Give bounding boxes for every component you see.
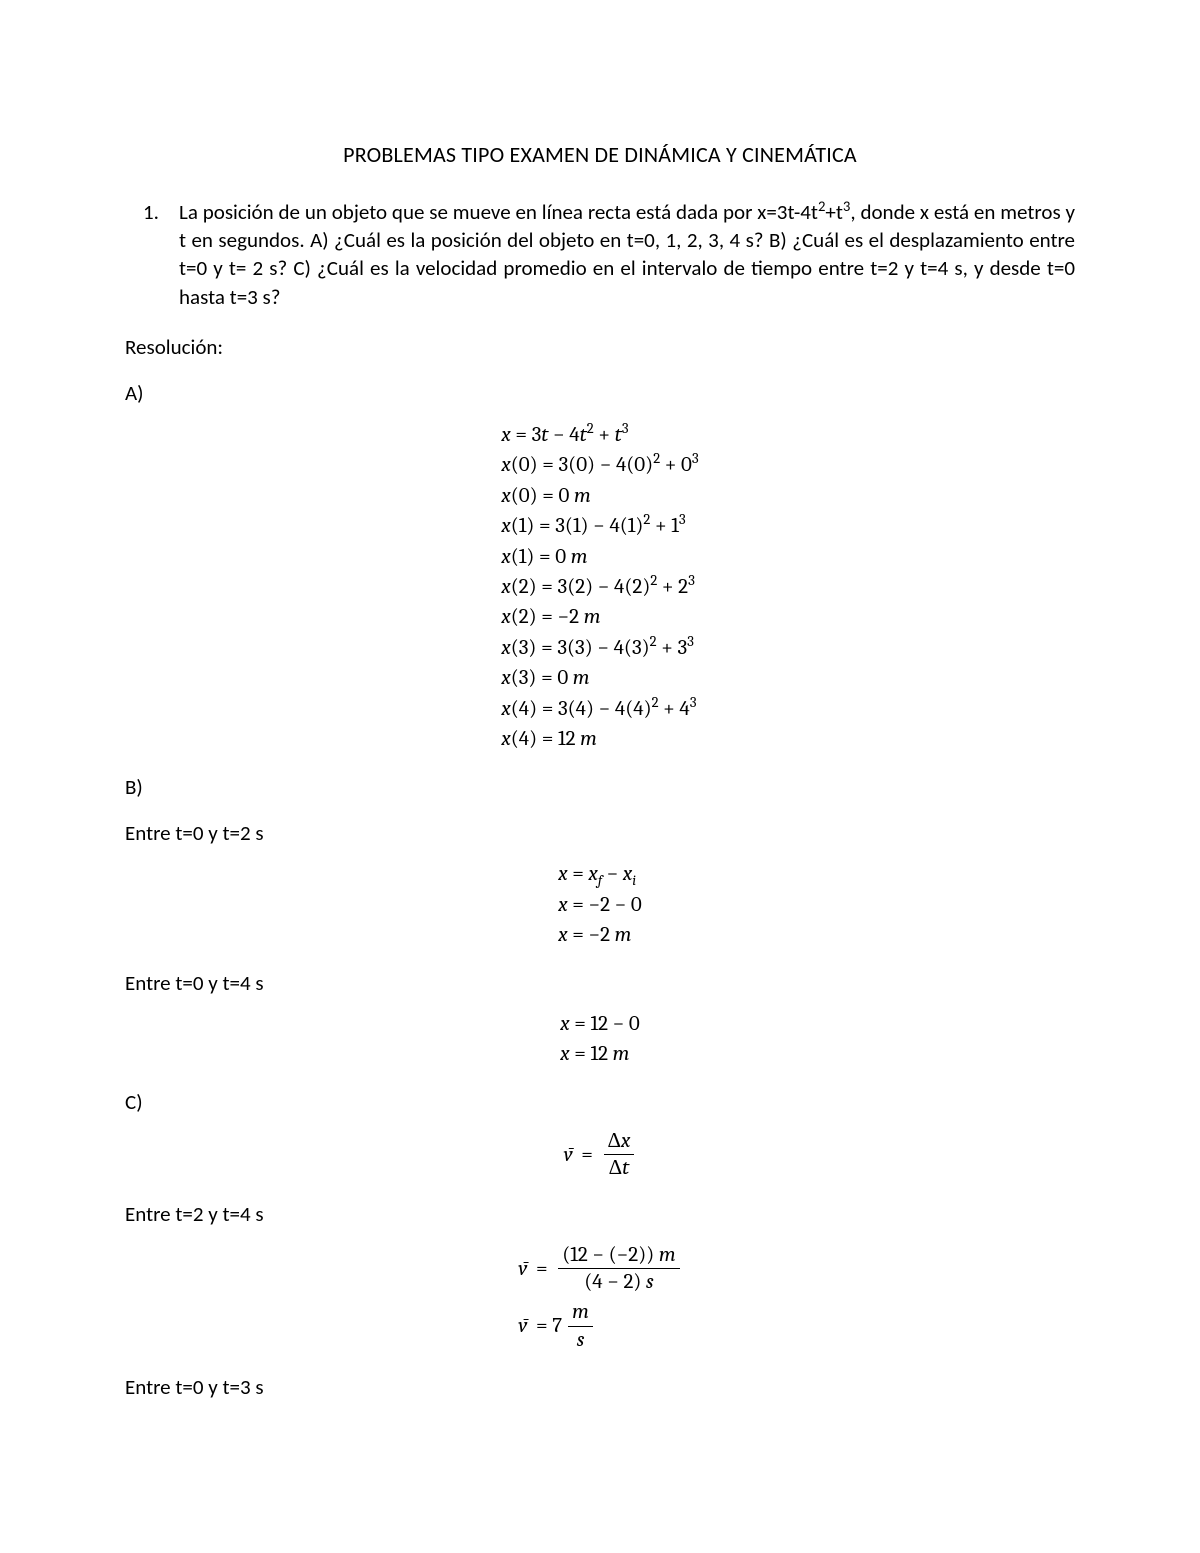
problem-statement: 1. La posición de un objeto que se mueve… <box>125 198 1075 311</box>
b-interval-0-2: Entre t=0 y t=2 s <box>125 819 1075 847</box>
page-title: PROBLEMAS TIPO EXAMEN DE DINÁMICA Y CINE… <box>125 140 1075 170</box>
section-a-label: A) <box>125 379 1075 407</box>
math-block-c-calc: v̄ = (12 − (−2)) m (4 − 2) s v̄ = 7 m s <box>518 1240 681 1355</box>
b-interval-0-4: Entre t=0 y t=4 s <box>125 969 1075 997</box>
section-c-label: C) <box>125 1088 1075 1116</box>
problem-line-1a: La posición de un objeto que se mueve en… <box>179 199 818 225</box>
math-block-b2: x = 12 − 0 x = 12 m <box>560 1009 640 1070</box>
c-interval-2-4: Entre t=2 y t=4 s <box>125 1200 1075 1228</box>
resolution-label: Resolución: <box>125 333 1075 361</box>
problem-number: 1. <box>143 198 159 226</box>
math-block-c-def: v̄ = Δx Δt <box>564 1128 637 1182</box>
math-block-b1: x = xf − xi x = −2 − 0 x = −2 m <box>558 859 642 950</box>
c-interval-0-3: Entre t=0 y t=3 s <box>125 1373 1075 1401</box>
math-block-a: x = 3t − 4t2 + t3 x(0) = 3(0) − 4(0)2 + … <box>501 420 698 755</box>
section-b-label: B) <box>125 773 1075 801</box>
problem-line-1b: +t <box>825 199 843 225</box>
problem-line-1c: , <box>850 199 855 225</box>
